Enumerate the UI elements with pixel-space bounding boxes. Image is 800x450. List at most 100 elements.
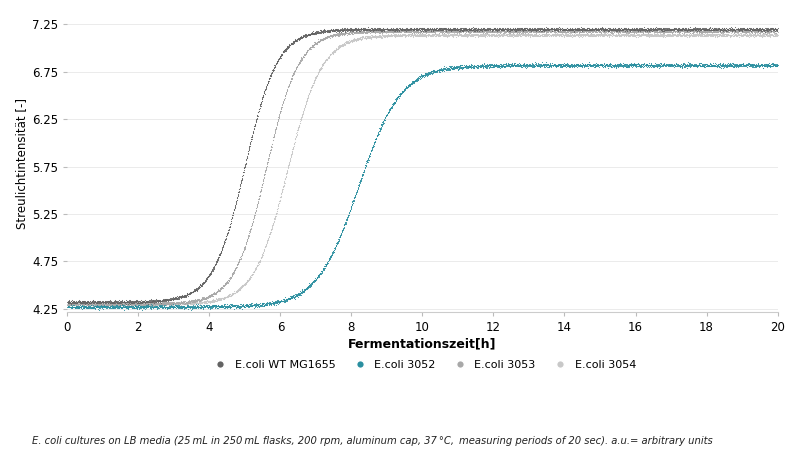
Point (634, 61, 647, 68)
Point (256, 180, 269, 188)
Point (214, 249, 227, 256)
Point (310, 72, 323, 80)
Point (362, 32, 375, 40)
Point (521, 26, 534, 33)
Point (267, 298, 280, 305)
Point (531, 26, 544, 33)
Point (126, 305, 139, 312)
Point (595, 27, 608, 35)
Point (742, 62, 754, 69)
Point (338, 30, 350, 37)
Point (302, 46, 315, 53)
Point (65, 301, 78, 308)
Point (610, 26, 623, 33)
Point (194, 301, 206, 308)
Point (714, 26, 726, 33)
Point (69, 304, 82, 311)
Point (63, 300, 76, 307)
Point (87, 300, 100, 307)
Point (214, 302, 227, 309)
Point (218, 301, 230, 308)
Point (525, 31, 538, 38)
Point (618, 27, 631, 35)
Point (400, 24, 413, 32)
Point (288, 292, 301, 300)
Point (445, 26, 458, 33)
Point (151, 300, 164, 307)
Point (329, 243, 342, 250)
Point (204, 291, 217, 298)
Point (252, 301, 265, 308)
Point (255, 184, 268, 191)
Point (353, 26, 366, 33)
Point (747, 61, 760, 68)
Point (426, 30, 439, 37)
Point (736, 61, 749, 68)
Point (760, 27, 773, 35)
Point (476, 32, 489, 39)
Point (538, 60, 551, 68)
Point (410, 28, 423, 36)
Point (362, 26, 374, 33)
Point (177, 292, 190, 299)
Point (495, 25, 508, 32)
Point (386, 101, 399, 108)
Point (754, 26, 767, 33)
Point (571, 32, 584, 40)
Point (75, 302, 88, 310)
Point (610, 27, 622, 34)
Point (281, 83, 294, 90)
Point (289, 66, 302, 73)
Point (734, 32, 747, 39)
Point (145, 300, 158, 307)
Point (182, 300, 194, 307)
Point (142, 303, 154, 310)
Point (279, 173, 292, 180)
Point (565, 27, 578, 34)
Point (250, 264, 262, 271)
Point (397, 88, 410, 95)
Point (466, 63, 478, 71)
Point (463, 63, 476, 70)
Point (434, 67, 446, 74)
Point (622, 28, 634, 36)
Point (738, 27, 750, 35)
Point (734, 26, 746, 33)
Point (502, 62, 514, 69)
Point (421, 32, 434, 39)
Point (235, 174, 248, 181)
Point (680, 26, 693, 33)
Point (683, 27, 696, 35)
Point (254, 187, 267, 194)
Point (740, 32, 753, 39)
Point (496, 27, 509, 34)
Point (183, 290, 196, 297)
Point (643, 31, 656, 38)
Point (691, 63, 704, 70)
Point (663, 27, 676, 35)
Point (623, 28, 636, 35)
Point (62, 301, 74, 308)
Point (647, 26, 660, 33)
Point (463, 63, 476, 70)
Point (612, 32, 625, 39)
Point (521, 61, 534, 68)
Point (302, 31, 314, 38)
Point (662, 24, 674, 32)
Point (302, 46, 314, 54)
Point (738, 28, 750, 36)
Point (392, 93, 405, 100)
Point (572, 28, 585, 36)
Point (302, 284, 314, 291)
Point (268, 63, 281, 71)
Point (306, 81, 318, 89)
Point (380, 33, 393, 40)
Point (408, 28, 421, 36)
Point (703, 29, 716, 36)
Point (479, 33, 492, 40)
Point (507, 31, 520, 38)
Point (226, 212, 238, 219)
Point (383, 32, 396, 40)
Point (415, 32, 428, 39)
Point (598, 31, 610, 38)
